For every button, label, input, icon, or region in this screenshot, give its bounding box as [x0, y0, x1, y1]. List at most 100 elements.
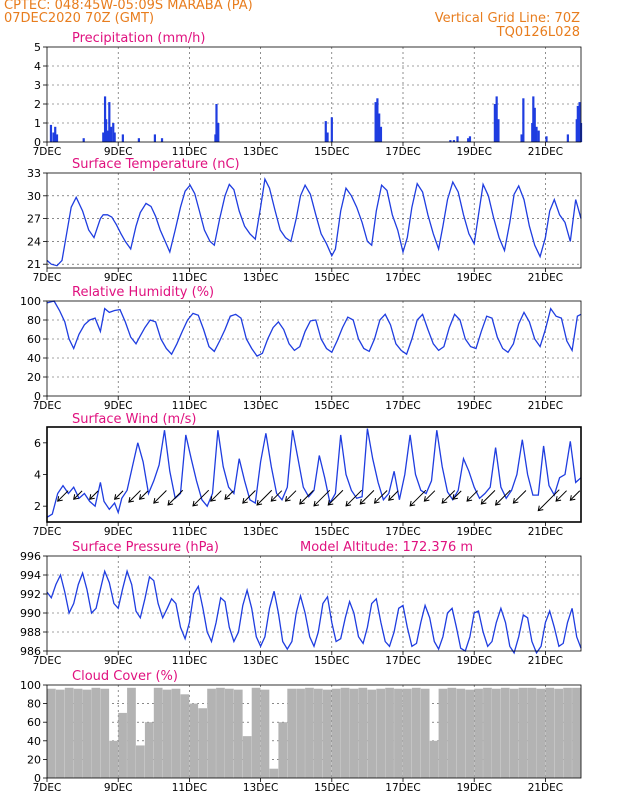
- wind-arrow: [441, 490, 456, 504]
- wind-arrow-head: [555, 496, 562, 502]
- bar: [376, 688, 386, 778]
- run-time-header: 07DEC2020 70Z (GMT): [4, 11, 155, 26]
- bar: [54, 126, 57, 142]
- x-tick-label: 13DEC: [243, 526, 278, 538]
- bar: [296, 688, 305, 778]
- bar: [509, 688, 519, 778]
- bar: [215, 104, 218, 142]
- station-header: CPTEC: 048:45W-05:09S MARABA (PA): [4, 0, 253, 13]
- y-tick-label: 2: [34, 98, 41, 111]
- wind-arrow: [374, 490, 388, 504]
- bar: [420, 688, 430, 778]
- wind-arrow: [192, 489, 210, 507]
- wind-arrow: [114, 490, 124, 500]
- bar: [465, 689, 475, 778]
- x-tick-label: 19DEC: [456, 146, 491, 158]
- wind-arrow: [285, 490, 297, 502]
- wind-arrow-head: [512, 497, 519, 504]
- x-tick-label: 19DEC: [456, 400, 491, 412]
- wind-arrow: [57, 490, 69, 502]
- y-tick-label: 4: [34, 60, 41, 73]
- wind-arrow-head: [423, 496, 430, 502]
- y-tick-label: 2: [34, 500, 41, 513]
- x-tick-label: 13DEC: [243, 272, 278, 284]
- bar: [225, 688, 234, 778]
- wind-arrow: [224, 490, 234, 500]
- panel-title: Cloud Cover (%): [72, 669, 178, 684]
- x-tick-label: 19DEC: [456, 655, 491, 667]
- bar: [189, 703, 199, 778]
- y-tick-label: 100: [20, 679, 41, 692]
- wind-arrow-head: [256, 499, 263, 506]
- bar: [385, 687, 394, 778]
- bar: [379, 126, 383, 142]
- bar: [180, 694, 190, 778]
- y-tick-label: 0: [34, 390, 41, 403]
- wind-arrow-head: [452, 494, 458, 500]
- y-tick-label: 5: [34, 41, 41, 54]
- wind-arrow-head: [569, 495, 576, 501]
- wind-arrow: [73, 490, 83, 500]
- wind-arrow-head: [388, 495, 394, 501]
- wind-arrow-head: [345, 500, 352, 507]
- bar: [358, 687, 368, 778]
- bar: [287, 688, 297, 778]
- wind-arrow: [210, 490, 222, 502]
- vertical-grid-line-header: Vertical Grid Line: 70Z: [434, 11, 580, 26]
- bar: [216, 687, 225, 778]
- wind-arrow: [167, 489, 184, 506]
- panel-6: 0 20 40 60 80 100 7DEC 9DEC 11DEC 13DEC 15DEC 17DEC…: [20, 669, 582, 794]
- panel-frame: [46, 300, 582, 397]
- x-tick-label: 17DEC: [385, 526, 420, 538]
- wind-arrow-head: [210, 496, 216, 502]
- y-tick-label: 60: [27, 716, 41, 729]
- y-tick-label: 40: [27, 735, 41, 748]
- bar: [137, 138, 140, 142]
- x-tick-label: 11DEC: [172, 526, 207, 538]
- wind-arrow: [299, 490, 314, 505]
- bar: [532, 96, 535, 142]
- bar: [533, 107, 536, 142]
- bar: [331, 688, 341, 778]
- bar: [493, 104, 496, 142]
- panel-frame: [46, 426, 582, 523]
- x-tick-label: 9DEC: [104, 655, 133, 667]
- y-tick-label: 6: [34, 437, 41, 450]
- bar: [576, 105, 579, 142]
- x-tick-label: 9DEC: [104, 400, 133, 412]
- y-tick-label: 80: [27, 698, 41, 711]
- bar: [536, 688, 546, 778]
- y-tick-label: 33: [27, 167, 41, 180]
- x-tick-label: 9DEC: [104, 146, 133, 158]
- bar: [55, 134, 59, 142]
- x-tick-label: 15DEC: [314, 272, 349, 284]
- y-tick-label: 20: [27, 753, 41, 766]
- wind-arrow-head: [466, 496, 473, 502]
- x-tick-label: 13DEC: [243, 146, 278, 158]
- wind-arrow-head: [138, 494, 145, 500]
- bar: [305, 687, 314, 778]
- wind-arrow: [270, 490, 283, 502]
- x-tick-label: 13DEC: [243, 655, 278, 667]
- wind-arrow: [537, 489, 560, 512]
- y-tick-label: 21: [27, 258, 41, 271]
- y-tick-label: 1: [34, 117, 41, 130]
- bar: [136, 745, 145, 778]
- bar: [378, 113, 381, 142]
- wind-arrow: [424, 490, 436, 502]
- bar: [233, 689, 243, 778]
- x-tick-label: 11DEC: [172, 782, 207, 794]
- x-tick-label: 17DEC: [385, 782, 420, 794]
- bar: [330, 117, 333, 142]
- wind-arrow-head: [373, 497, 380, 504]
- panel-title: Surface Temperature (nC): [72, 157, 240, 172]
- bar: [106, 130, 109, 142]
- x-tick-label: 17DEC: [385, 400, 420, 412]
- y-tick-label: 4: [34, 469, 41, 482]
- x-tick-label: 11DEC: [172, 655, 207, 667]
- bar: [47, 688, 56, 778]
- bar: [242, 736, 252, 778]
- bar: [537, 130, 540, 142]
- panel-frame: [46, 46, 582, 143]
- wind-arrow: [555, 490, 567, 502]
